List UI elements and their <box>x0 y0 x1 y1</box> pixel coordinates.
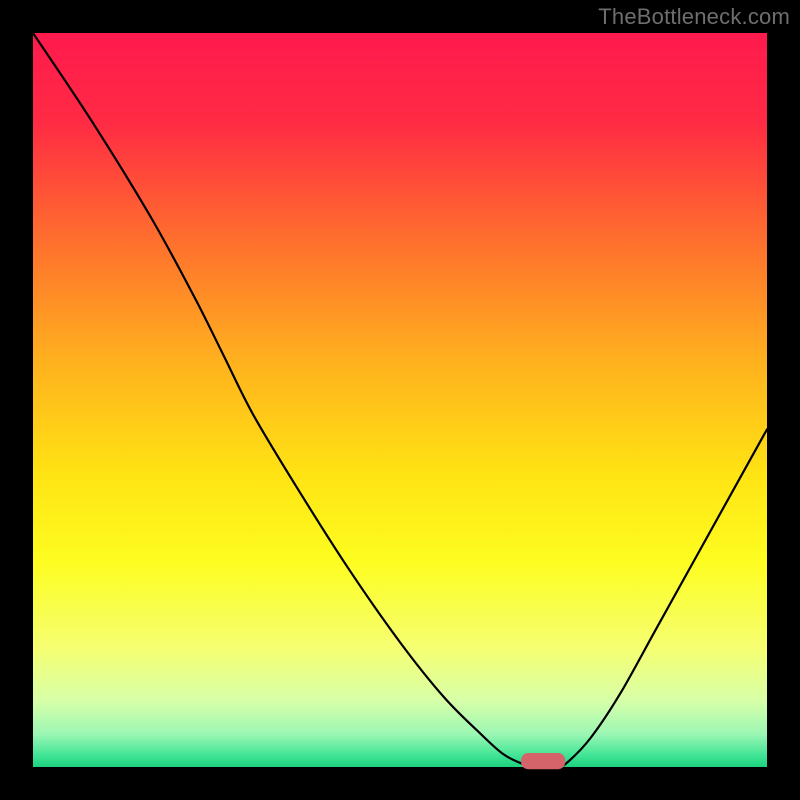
bottleneck-chart: TheBottleneck.com <box>0 0 800 800</box>
optimal-marker <box>521 753 565 769</box>
plot-area <box>33 33 767 767</box>
watermark-text: TheBottleneck.com <box>598 4 790 30</box>
chart-svg <box>0 0 800 800</box>
